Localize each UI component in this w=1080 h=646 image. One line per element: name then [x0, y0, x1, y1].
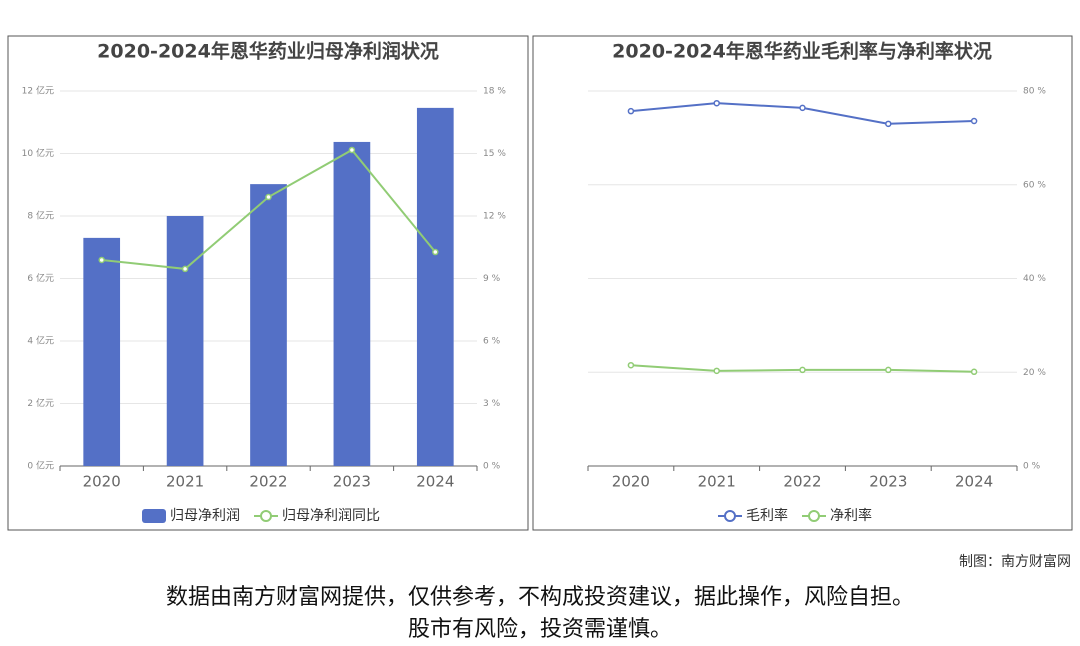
bar: [333, 141, 371, 466]
point: [432, 248, 439, 256]
x-tick-label: 2020: [83, 473, 121, 491]
y-tick-label: 6 亿元: [27, 272, 54, 284]
disclaimer: 股市有风险，投资需谨慎。: [408, 617, 672, 642]
legend-swatch: [808, 510, 820, 522]
y2-tick-label: 12 %: [483, 212, 506, 222]
y2-tick-label: 18 %: [483, 87, 506, 97]
point: [627, 107, 635, 115]
bar: [250, 184, 287, 466]
y-tick-label: 40 %: [1023, 274, 1046, 284]
chart-frame: [7, 35, 529, 531]
chart-title: 2020-2024年恩华药业毛利率与净利率状况: [612, 40, 992, 63]
y-tick-label: 60 %: [1023, 180, 1046, 190]
chart-title: 2020-2024年恩华药业归母净利润状况: [97, 40, 439, 63]
point: [713, 367, 720, 375]
y2-tick-label: 3 %: [483, 399, 501, 409]
point: [799, 366, 806, 374]
point: [265, 193, 272, 201]
legend-label: 毛利率: [746, 507, 788, 524]
x-tick-label: 2023: [333, 473, 371, 491]
point: [627, 361, 635, 369]
y-tick-label: 0 %: [1023, 462, 1041, 472]
legend-label: 净利率: [830, 507, 872, 524]
point: [181, 265, 189, 273]
y2-tick-label: 15 %: [483, 149, 506, 159]
legend-swatch: [724, 510, 736, 522]
x-tick-label: 2024: [416, 473, 454, 491]
x-tick-label: 2022: [783, 473, 821, 491]
point: [348, 146, 356, 154]
point: [885, 366, 892, 374]
point: [970, 368, 978, 376]
x-tick-label: 2024: [955, 473, 993, 491]
legend-label: 归母净利润: [170, 507, 240, 524]
legend-swatch: [260, 510, 272, 522]
y2-tick-label: 6 %: [483, 337, 501, 347]
y-tick-label: 2 亿元: [27, 397, 54, 409]
y-tick-label: 12 亿元: [22, 85, 54, 97]
x-tick-label: 2021: [698, 473, 736, 491]
point: [98, 256, 105, 264]
x-tick-label: 2021: [166, 473, 204, 491]
disclaimer: 数据由南方财富网提供，仅供参考，不构成投资建议，据此操作，风险自担。: [166, 585, 914, 610]
y-tick-label: 0 亿元: [27, 460, 54, 472]
y-tick-label: 4 亿元: [27, 335, 54, 347]
bar: [83, 237, 121, 466]
point: [885, 120, 892, 128]
bar: [166, 216, 204, 466]
point: [713, 99, 720, 107]
y-tick-label: 10 亿元: [22, 147, 54, 159]
bar: [416, 107, 454, 466]
point: [970, 117, 978, 125]
x-tick-label: 2023: [869, 473, 907, 491]
y-tick-label: 8 亿元: [27, 210, 54, 222]
credit: 制图：南方财富网: [959, 553, 1071, 570]
y2-tick-label: 9 %: [483, 274, 501, 284]
y2-tick-label: 0 %: [483, 462, 501, 472]
y-tick-label: 20 %: [1023, 368, 1046, 378]
point: [799, 104, 806, 112]
x-tick-label: 2020: [612, 473, 650, 491]
chart-frame: [532, 35, 1073, 531]
legend-swatch: [142, 509, 166, 523]
y-tick-label: 80 %: [1023, 87, 1046, 97]
legend-label: 归母净利润同比: [282, 507, 380, 524]
x-tick-label: 2022: [249, 473, 287, 491]
